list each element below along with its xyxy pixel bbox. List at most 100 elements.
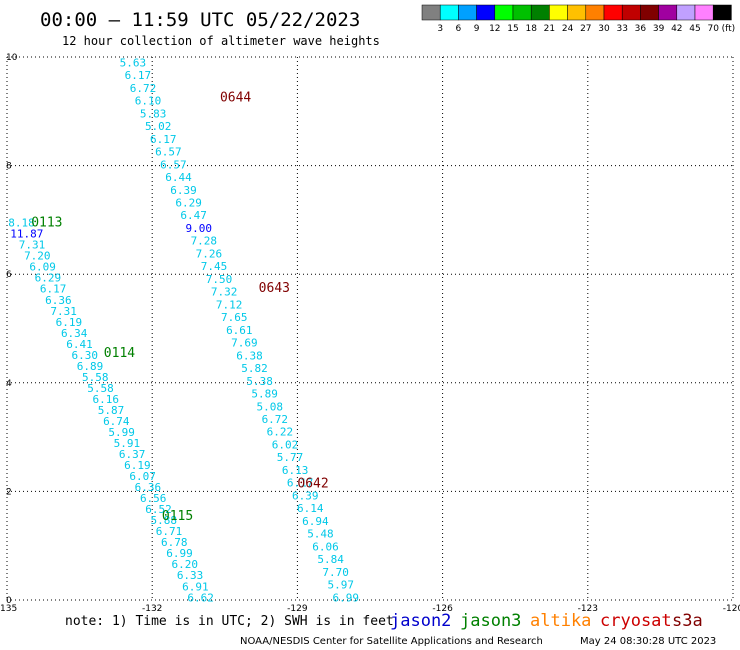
swh-value-label: 7.50 <box>206 273 233 286</box>
swh-value-label: 6.17 <box>40 283 67 296</box>
swh-value-label: 6.33 <box>177 569 204 582</box>
pass-label: 0643 <box>259 281 290 296</box>
colorbar-swatch <box>512 4 532 21</box>
colorbar-swatch <box>567 4 587 21</box>
swh-value-label: 5.77 <box>277 451 304 464</box>
x-tick-label: -135 <box>0 604 17 614</box>
footer-credit: NOAA/NESDIS Center for Satellite Applica… <box>240 636 543 647</box>
colorbar-swatch <box>458 4 477 21</box>
swh-value-label: 6.34 <box>61 327 88 340</box>
colorbar-label: (ft) <box>722 24 736 34</box>
y-tick-label: 10 <box>6 53 18 63</box>
swh-value-label: 6.37 <box>119 448 146 461</box>
colorbar-label: 24 <box>562 24 574 34</box>
x-tick-label: -129 <box>287 604 308 614</box>
colorbar-label: 30 <box>598 24 610 34</box>
swh-value-label: 6.29 <box>35 272 62 285</box>
swh-value-label: 7.31 <box>19 239 46 252</box>
swh-value-label: 7.28 <box>191 235 218 248</box>
swh-value-label: 6.14 <box>297 502 324 515</box>
swh-value-label: 6.39 <box>292 489 319 502</box>
data-points: 6.995.977.705.846.065.486.946.146.396.17… <box>8 56 359 604</box>
y-tick-label: 8 <box>6 162 12 172</box>
swh-value-label: 6.89 <box>77 360 104 373</box>
colorbar-label: 6 <box>456 24 462 34</box>
swh-value-label: 6.78 <box>161 536 188 549</box>
swh-value-label: 6.72 <box>130 82 157 95</box>
colorbar-swatch <box>585 4 605 21</box>
swh-value-label: 5.02 <box>145 120 172 133</box>
swh-value-label: 6.99 <box>166 547 193 560</box>
swh-value-label: 5.89 <box>251 388 278 401</box>
swh-value-label: 9.00 <box>186 222 213 235</box>
swh-value-label: 6.13 <box>282 464 309 477</box>
pass-label: 0113 <box>31 216 62 231</box>
colorbar-label: 27 <box>580 24 591 34</box>
swh-value-label: 6.19 <box>56 316 83 329</box>
satellite-legend-altika: altika <box>530 611 591 631</box>
swh-value-label: 6.41 <box>66 338 93 351</box>
swh-value-label: 6.22 <box>267 426 294 439</box>
x-tick-label: -126 <box>432 604 453 614</box>
swh-value-label: 6.07 <box>129 470 156 483</box>
colorbar-label: 70 <box>707 24 719 34</box>
x-tick-label: -123 <box>578 604 598 614</box>
swh-value-label: 6.62 <box>187 591 214 604</box>
colorbar-swatch <box>494 4 514 21</box>
pass-label: 0115 <box>162 509 193 524</box>
swh-value-label: 6.57 <box>155 146 182 159</box>
satellite-legend-cryosat: cryosat <box>600 611 672 631</box>
swh-value-label: 6.39 <box>170 184 197 197</box>
swh-value-label: 5.38 <box>246 375 273 388</box>
satellite-legend-jason2: jason2 <box>390 611 451 631</box>
y-tick-label: 4 <box>6 379 12 389</box>
swh-value-label: 7.32 <box>211 286 238 299</box>
colorbar-label: 33 <box>616 24 627 34</box>
swh-value-label: 5.58 <box>82 371 109 384</box>
swh-value-label: 5.91 <box>114 437 141 450</box>
swh-value-label: 5.99 <box>108 426 135 439</box>
swh-value-label: 6.29 <box>175 197 202 210</box>
swh-value-label: 7.69 <box>231 337 258 350</box>
swh-value-label: 6.61 <box>226 324 253 337</box>
swh-value-label: 7.45 <box>201 260 228 273</box>
swh-value-label: 6.19 <box>124 459 151 472</box>
swh-value-label: 5.97 <box>327 579 354 592</box>
colorbar-label: 36 <box>635 24 647 34</box>
satellite-legend-jason3: jason3 <box>460 611 521 631</box>
y-tick-label: 0 <box>6 596 12 606</box>
colorbar-swatch <box>530 4 550 21</box>
swh-value-label: 6.72 <box>262 413 289 426</box>
colorbar-label: 9 <box>474 24 480 34</box>
swh-value-label: 6.99 <box>333 591 360 604</box>
swh-value-label: 5.08 <box>256 400 283 413</box>
pass-label: 0114 <box>104 346 135 361</box>
colorbar-label: 12 <box>489 24 500 34</box>
colorbar-label: 3 <box>437 24 443 34</box>
colorbar-label: 18 <box>525 24 537 34</box>
pass-labels: 0644 0643 0642 0113 0114 0115 <box>31 91 329 524</box>
pass-label: 0644 <box>220 91 251 106</box>
swh-value-label: 7.20 <box>24 250 51 263</box>
swh-value-label: 6.16 <box>93 393 120 406</box>
swh-value-label: 7.65 <box>221 311 248 324</box>
swh-value-label: 6.57 <box>160 158 187 171</box>
colorbar-legend: 3 6 9 12 15 18 21 24 27 30 33 36 39 42 45 70 (ft) <box>421 4 736 34</box>
swh-value-label: 5.82 <box>241 362 268 375</box>
swh-value-label: 6.09 <box>29 261 56 274</box>
swh-value-label: 5.48 <box>307 528 334 541</box>
chart-title: 00:00 – 11:59 UTC 05/22/2023 <box>40 9 360 31</box>
units-note: note: 1) Time is in UTC; 2) SWH is in fe… <box>65 614 394 629</box>
swh-value-label: 11.87 <box>10 228 43 241</box>
x-tick-label: -132 <box>142 604 162 614</box>
swh-value-label: 5.84 <box>317 553 344 566</box>
colorbar-swatch <box>476 4 496 21</box>
y-tick-label: 6 <box>6 270 12 280</box>
colorbar-label: 15 <box>507 24 518 34</box>
swh-value-label: 6.17 <box>125 69 152 82</box>
swh-value-label: 8.18 <box>8 217 35 230</box>
swh-value-label: 6.36 <box>45 294 72 307</box>
swh-value-label: 5.63 <box>120 56 147 69</box>
swh-value-label: 6.52 <box>145 503 172 516</box>
